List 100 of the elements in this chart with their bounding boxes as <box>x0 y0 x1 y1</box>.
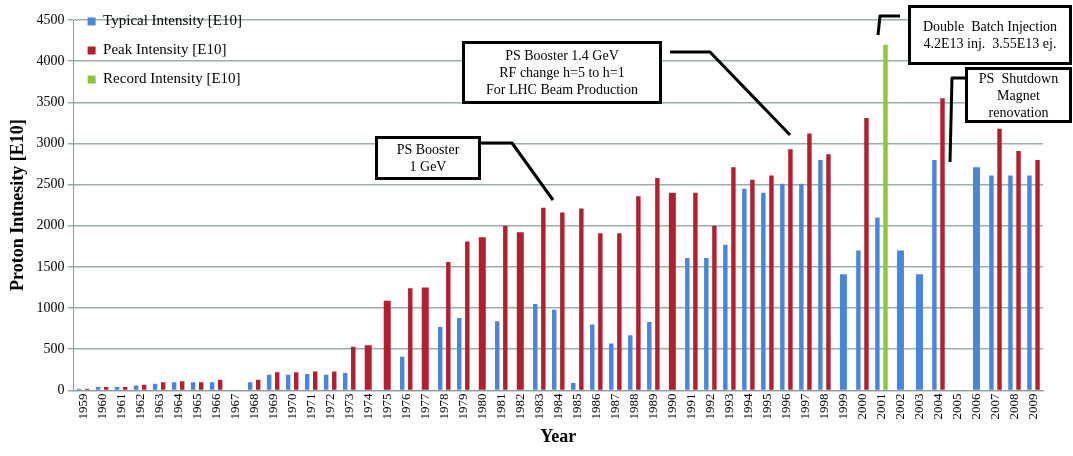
x-tick-label: 1997 <box>796 392 812 420</box>
y-tick-label: 0 <box>57 382 65 398</box>
bar <box>579 208 584 390</box>
bar <box>122 387 128 390</box>
bar <box>609 343 614 390</box>
bar <box>465 241 470 390</box>
x-tick-label: 1965 <box>188 393 204 420</box>
x-tick-label: 1988 <box>625 393 641 420</box>
y-tick-label: 1000 <box>36 299 65 315</box>
bar <box>275 372 280 390</box>
bar <box>750 179 755 390</box>
bar <box>304 373 310 390</box>
bar <box>731 167 736 390</box>
bar <box>1027 175 1032 390</box>
bar <box>160 382 166 390</box>
x-tick-label: 1983 <box>530 393 546 420</box>
x-tick-label: 1980 <box>473 393 489 420</box>
x-tick-label: 2005 <box>948 393 964 420</box>
x-tick-label: 1991 <box>682 393 698 420</box>
bar <box>255 379 261 390</box>
bar <box>932 159 937 390</box>
x-tick-label: 1974 <box>359 392 375 420</box>
bar <box>323 374 329 390</box>
bar <box>495 321 500 390</box>
bar <box>864 117 869 390</box>
y-tick-label: 2000 <box>36 217 65 233</box>
bar <box>198 382 204 390</box>
x-tick-label: 1978 <box>435 393 451 420</box>
x-tick-label: 1964 <box>169 392 185 420</box>
y-tick-label: 500 <box>43 340 65 356</box>
bar <box>617 233 622 390</box>
bar <box>503 225 508 390</box>
bar <box>693 192 698 390</box>
bar <box>788 149 793 390</box>
bar <box>590 324 595 390</box>
y-axis-title: Proton Intnesity [E10] <box>7 119 28 292</box>
bar <box>856 250 861 390</box>
x-tick-label: 1999 <box>834 393 850 420</box>
bar <box>190 382 196 390</box>
bar <box>647 322 652 390</box>
x-tick-label: 1972 <box>321 393 337 420</box>
bar <box>685 257 690 390</box>
x-tick-label: 1989 <box>644 393 660 420</box>
legend-label: Record Intensity [E10] <box>103 70 241 87</box>
bar <box>818 159 823 390</box>
x-tick-label: 2003 <box>910 393 926 420</box>
x-tick-label: 1967 <box>226 392 242 420</box>
x-tick-label: 1984 <box>549 392 565 420</box>
x-tick-label: 1996 <box>777 392 793 420</box>
x-tick-label: 1963 <box>150 393 166 420</box>
x-tick-label: 1979 <box>454 393 470 420</box>
bar <box>457 317 462 390</box>
x-tick-label: 2008 <box>1005 393 1021 420</box>
bar <box>541 207 546 390</box>
annotation: PS Shutdown Magnet renovation <box>965 67 1072 123</box>
x-tick-label: 1985 <box>568 393 584 420</box>
bar <box>780 183 785 390</box>
x-tick-label: 1961 <box>112 393 128 420</box>
bar <box>712 225 717 390</box>
bar <box>997 128 1002 390</box>
bar <box>742 188 747 390</box>
x-tick-label: 1993 <box>720 393 736 420</box>
x-tick-label: 1969 <box>264 393 280 420</box>
bar <box>133 385 139 390</box>
bar <box>723 244 728 390</box>
bar <box>332 371 337 390</box>
bar <box>437 327 443 390</box>
bar <box>247 382 253 390</box>
x-tick-label: 1971 <box>302 393 318 420</box>
bar <box>875 217 880 390</box>
bar <box>114 387 120 390</box>
bar <box>1016 150 1021 390</box>
bar <box>179 381 185 390</box>
bar <box>209 382 215 390</box>
x-tick-label: 1990 <box>663 393 679 420</box>
legend-label: Peak Intensity [E10] <box>103 41 227 58</box>
x-tick-label: 1982 <box>511 393 527 420</box>
bar <box>769 175 774 390</box>
bar <box>989 175 994 390</box>
bar <box>1035 159 1040 390</box>
bar <box>636 196 641 390</box>
bar <box>171 382 177 390</box>
y-tick-label: 2500 <box>36 176 65 192</box>
bar <box>655 178 660 390</box>
y-tick-label: 3500 <box>36 93 65 109</box>
bar <box>342 373 348 390</box>
x-tick-label: 1986 <box>587 392 603 420</box>
bar <box>799 183 804 390</box>
bar <box>826 154 831 390</box>
bar <box>408 288 413 390</box>
bar <box>141 384 147 390</box>
bar <box>313 371 318 390</box>
bar <box>294 372 299 390</box>
y-tick-label: 1500 <box>36 258 65 274</box>
x-tick-label: 1973 <box>340 393 356 420</box>
bar <box>598 233 603 390</box>
legend-label: Typical Intensity [E10] <box>103 12 243 29</box>
x-tick-label: 1966 <box>207 392 223 420</box>
bar <box>217 379 223 390</box>
bar <box>704 257 709 390</box>
